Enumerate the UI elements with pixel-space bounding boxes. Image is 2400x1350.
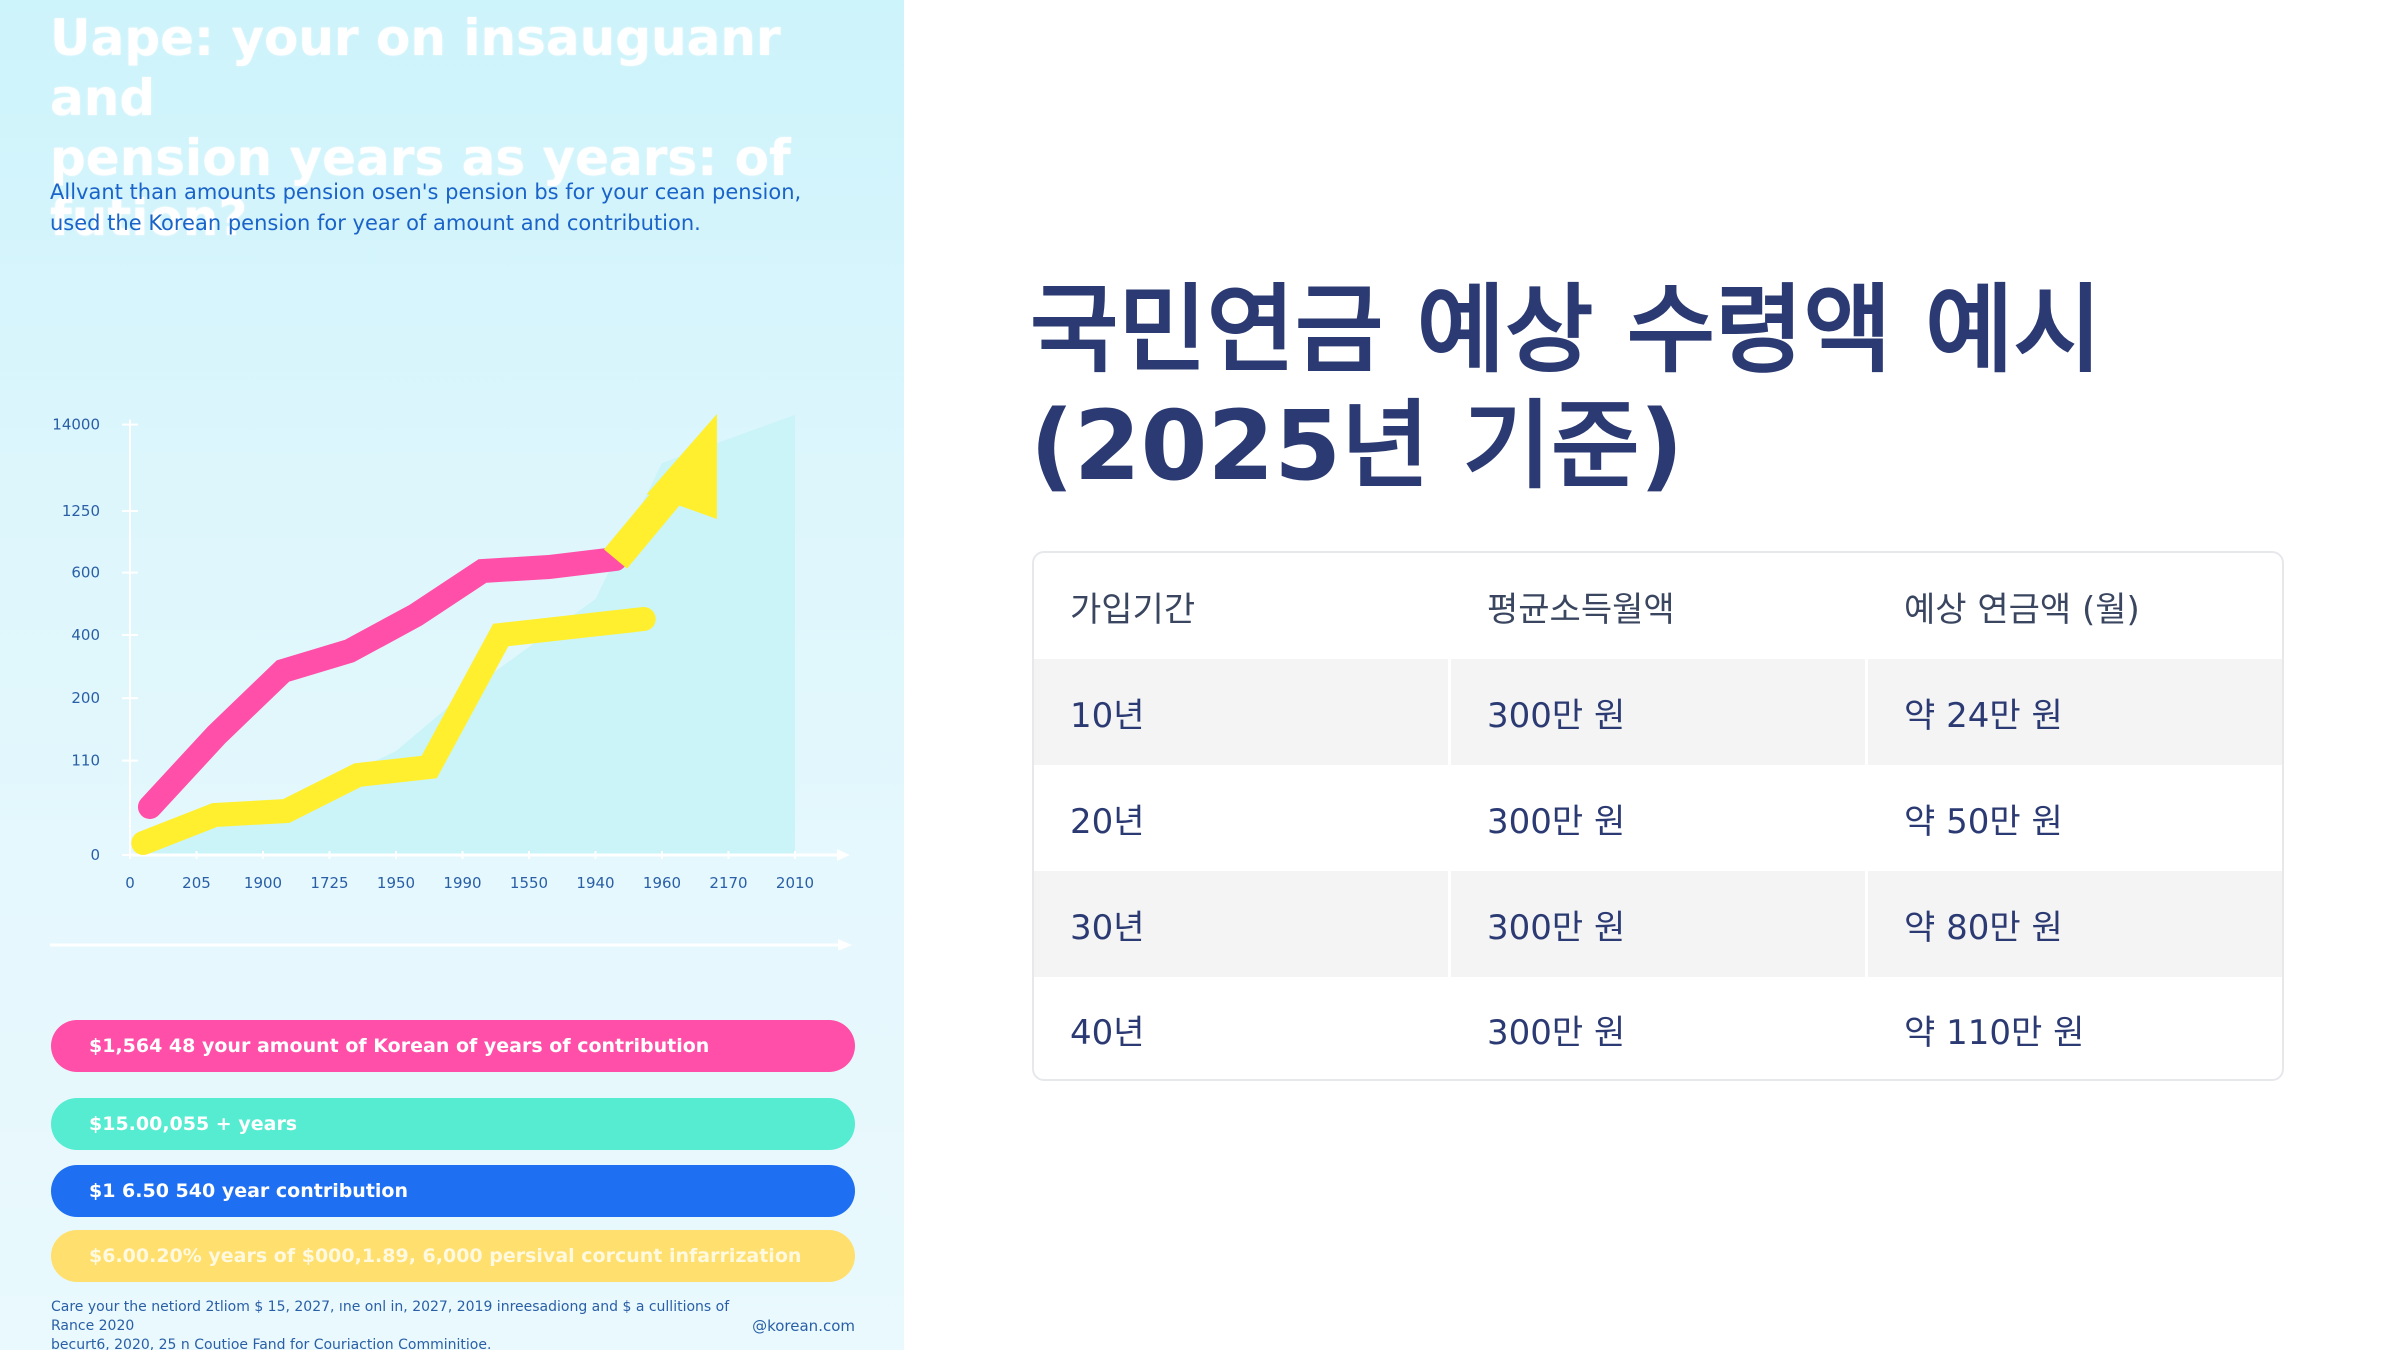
chart-x-tick-label: 1960: [643, 874, 681, 892]
chart-x-tick-label: 0: [125, 874, 135, 892]
infographic-source: @korean.com: [752, 1317, 855, 1335]
info-bar-yellow: $6.00.20% years of $000,1.89, 6,000 pers…: [51, 1230, 855, 1282]
table-header-cell: 평균소득월액: [1487, 589, 1675, 630]
chart-x-tick-label: 2170: [709, 874, 747, 892]
chart-axis-layer: [50, 419, 852, 950]
chart-series-layer: [131, 414, 717, 855]
chart-y-tick-label: 400: [71, 626, 100, 644]
chart-x-tick-label: 1990: [443, 874, 481, 892]
chart-x-tick-label: 1940: [576, 874, 614, 892]
table-header-cell: 가입기간: [1070, 589, 1196, 630]
table-cell: 300만 원: [1487, 801, 1626, 842]
page-title: 국민연금 예상 수령액 예시 (2025년 기준): [1030, 274, 2102, 502]
chart-x-tick-label: 1725: [310, 874, 348, 892]
table-cell: 20년: [1070, 801, 1145, 842]
table-cell: 약 50만 원: [1904, 801, 2063, 842]
info-bar-blue: $1 6.50 540 year contribution: [51, 1165, 855, 1217]
table-cell: 약 24만 원: [1868, 659, 2282, 765]
infographic-panel: Uape: your on insauguanr and pension yea…: [0, 0, 904, 1350]
chart-x-tick-label: 205: [182, 874, 211, 892]
chart-y-tick-label: 14000: [52, 416, 100, 434]
chart-y-tick-label: 1250: [62, 502, 100, 520]
chart-x-tick-label: 1900: [244, 874, 282, 892]
chart-series-arrow-head: [646, 414, 717, 519]
table-cell: 300만 원: [1451, 871, 1868, 977]
chart-timeline-arrow: [838, 939, 852, 950]
chart-x-tick-label: 1950: [377, 874, 415, 892]
table-header-cell: 예상 연금액 (월): [1904, 589, 2140, 630]
chart-x-axis-arrow: [837, 849, 850, 861]
infographic-subtitle: Allvant than amounts pension osen's pens…: [50, 180, 802, 235]
chart-tick-layer: 0 205 1900 1725 1950 1990 1550 1940 1960 2170 2010…: [52, 416, 814, 892]
chart-x-tick-label: 2010: [776, 874, 814, 892]
table-cell: 30년: [1034, 871, 1451, 977]
chart-y-tick-label: 200: [71, 689, 100, 707]
infographic-title: Uape: your on insauguanr and pension yea…: [50, 9, 791, 247]
info-bar-teal: $15.00,055 + years: [51, 1098, 855, 1150]
infographic-footnote: Care your the netiord 2tliom $ 15, 2027,…: [51, 1299, 730, 1350]
table-cell: 약 80만 원: [1868, 871, 2282, 977]
chart-series-line: [131, 607, 656, 855]
chart-area-layer: [130, 415, 795, 855]
table-cell: 약 110만 원: [1904, 1012, 2085, 1053]
pension-line-chart: 0 205 1900 1725 1950 1990 1550 1940 1960 2170 2010…: [50, 414, 852, 950]
table-cell: 40년: [1070, 1012, 1145, 1053]
chart-area-series: [130, 415, 795, 855]
pension-table: 가입기간 평균소득월액 예상 연금액 (월) 10년 300만 원 약 24만 …: [1032, 551, 2284, 1081]
table-cell: 10년: [1034, 659, 1451, 765]
chart-y-tick-label: 600: [71, 564, 100, 582]
info-bar-pink: $1,564 48 your amount of Korean of years…: [51, 1020, 855, 1072]
chart-y-tick-label: 110: [71, 752, 100, 770]
table-cell: 300만 원: [1451, 659, 1868, 765]
chart-x-tick-label: 1550: [510, 874, 548, 892]
chart-series-line: [137, 547, 628, 819]
table-cell: 300만 원: [1487, 1012, 1626, 1053]
chart-y-tick-label: 0: [90, 846, 100, 864]
